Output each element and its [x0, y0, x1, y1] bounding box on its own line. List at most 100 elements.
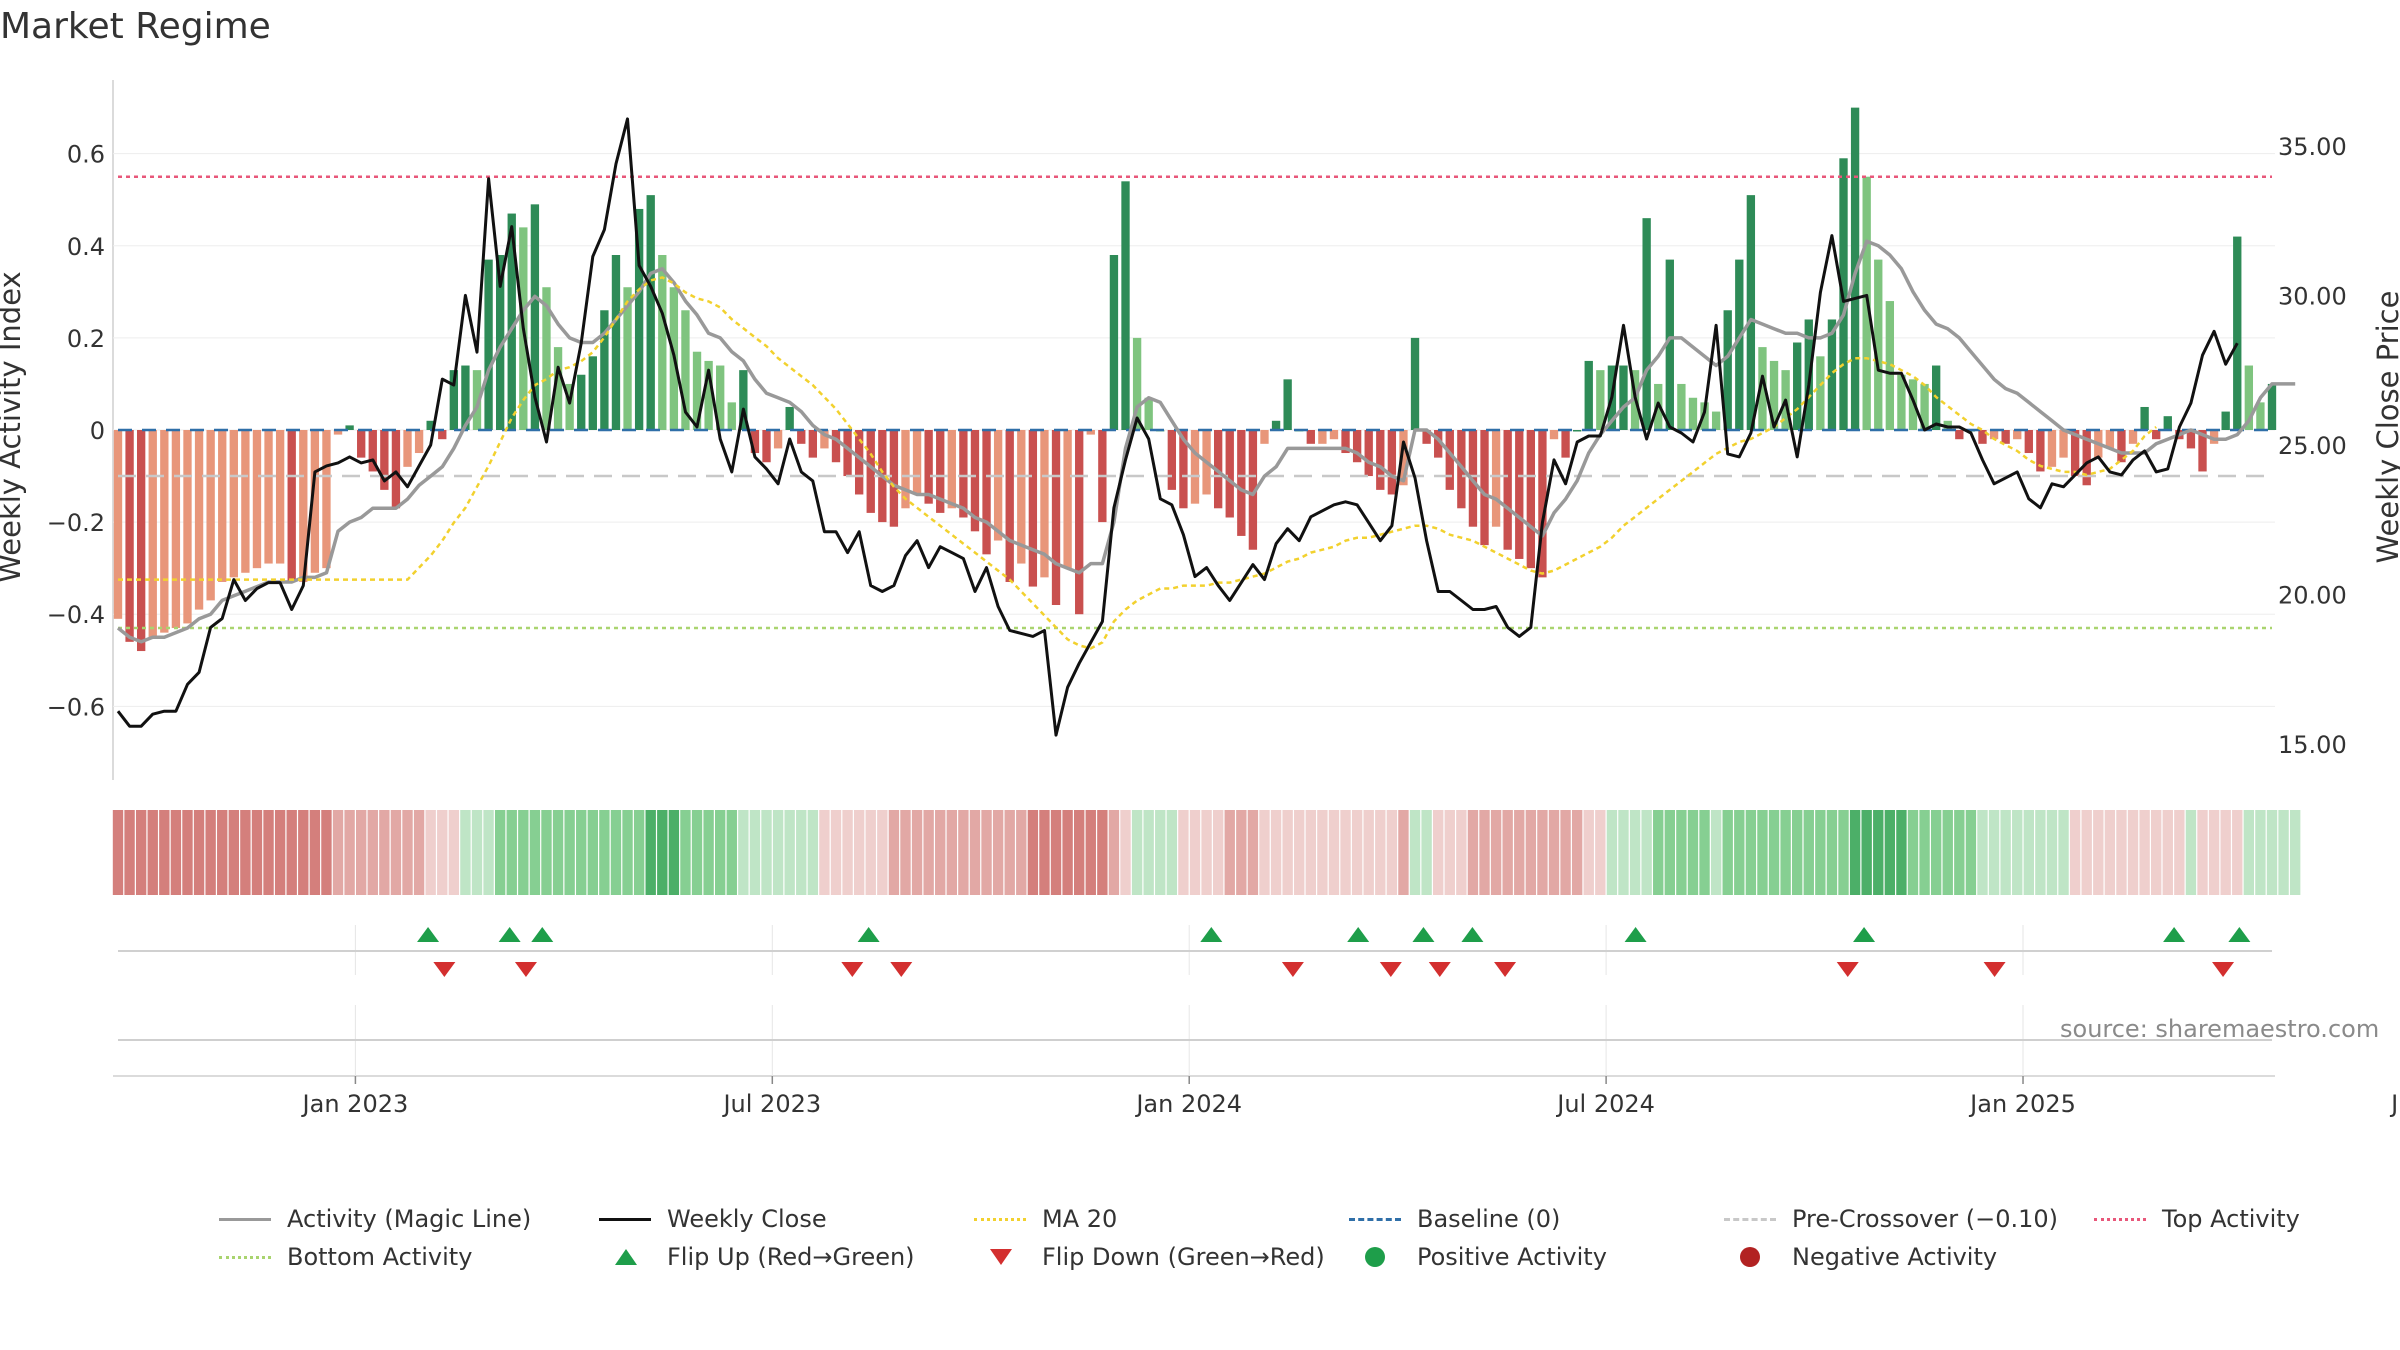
regime-strip-cell: [761, 810, 772, 895]
y-right-tick-label: 30.00: [2278, 282, 2347, 310]
regime-strip-cell: [1224, 810, 1235, 895]
activity-bar: [241, 430, 250, 573]
regime-strip-cell: [1780, 810, 1791, 895]
weekly-close-line: [116, 117, 2239, 737]
activity-bar: [2221, 411, 2230, 430]
flip-up-marker: [1200, 927, 1223, 942]
activity-bar: [206, 430, 215, 601]
activity-bar: [2198, 430, 2207, 472]
activity-bar: [495, 255, 505, 430]
regime-strip-cell: [1433, 810, 1444, 895]
regime-strip-cell: [1131, 810, 1143, 895]
activity-bar: [426, 420, 435, 430]
regime-strip-cell: [1525, 810, 1537, 895]
regime-strip-cell: [1189, 810, 1201, 895]
regime-strip-cell: [1444, 810, 1455, 895]
regime-strip-cell: [1595, 810, 1606, 895]
x-tick-label: Jul 2024: [1555, 1090, 1655, 1118]
activity-bar: [287, 430, 296, 582]
regime-strip-cell: [1977, 810, 1988, 895]
activity-bar: [1352, 430, 1362, 463]
regime-strip-cell: [1143, 810, 1154, 895]
legend-item: Top Activity: [2090, 1205, 2300, 1233]
regime-strip-cell: [1236, 810, 1247, 895]
activity-bar: [1167, 430, 1177, 490]
activity-bar: [1190, 430, 1200, 504]
activity-bar: [785, 406, 794, 430]
activity-bar: [1028, 430, 1038, 587]
x-tick-label: Jul 2025: [2389, 1090, 2400, 1118]
activity-bar: [2152, 430, 2161, 440]
activity-bar: [1642, 218, 1651, 430]
activity-bar: [1341, 430, 1350, 454]
regime-strip-cell: [1861, 810, 1872, 895]
regime-strip-cell: [610, 810, 622, 895]
activity-bar: [2117, 430, 2126, 463]
regime-strip-cell: [1745, 810, 1757, 895]
regime-strip-cell: [2220, 810, 2231, 895]
regime-strip-cell: [2139, 810, 2150, 895]
regime-strip-cell: [390, 810, 402, 895]
activity-bar: [692, 351, 702, 430]
regime-strip-cell: [587, 810, 598, 895]
regime-strip-cell: [2116, 810, 2127, 895]
activity-bar: [970, 430, 980, 532]
regime-strip-cell: [969, 810, 981, 895]
activity-bar: [1584, 360, 1593, 430]
activity-bar: [1503, 430, 1512, 550]
regime-strip-cell: [1490, 810, 1502, 895]
activity-bar: [229, 430, 238, 578]
x-tick-label: Jan 2025: [1968, 1090, 2076, 1118]
legend-item: Positive Activity: [1345, 1243, 1607, 1271]
regime-strip-cell: [1375, 810, 1386, 895]
y-left-tick-label: 0.6: [67, 141, 105, 169]
flip-up-marker: [2163, 927, 2186, 942]
activity-bar: [1793, 342, 1802, 430]
legend-label: Pre-Crossover (−0.10): [1792, 1205, 2059, 1233]
activity-bar: [623, 287, 632, 430]
regime-strip-cell: [633, 810, 645, 895]
regime-strip-cell: [1085, 810, 1096, 895]
activity-bar: [681, 310, 690, 430]
activity-bar: [2244, 365, 2254, 430]
regime-strip-cell: [1421, 810, 1432, 895]
activity-bar: [1410, 337, 1420, 430]
regime-strip-cell: [1548, 810, 1560, 895]
regime-strip-cell: [170, 810, 182, 895]
regime-strip-cell: [1722, 810, 1733, 895]
regime-strip-cell: [413, 810, 425, 895]
activity-bar: [1955, 430, 1964, 440]
regime-strip-cell: [147, 810, 158, 895]
regime-strip-cell: [1016, 810, 1027, 895]
activity-bar: [1596, 370, 1605, 430]
regime-strip-cell: [205, 810, 216, 895]
regime-strip-cell: [900, 810, 911, 895]
activity-bar: [1526, 430, 1536, 569]
regime-strip-cell: [2185, 810, 2197, 895]
regime-strip-cell: [749, 810, 761, 895]
regime-strip-cell: [1514, 810, 1525, 895]
activity-bar: [658, 255, 667, 430]
regime-strip-cell: [483, 810, 494, 895]
y-left-tick-label: −0.6: [47, 693, 105, 721]
activity-bar: [1549, 430, 1559, 440]
regime-strip-cell: [1734, 810, 1745, 895]
regime-strip-cell: [1409, 810, 1421, 895]
regime-strip-cell: [657, 810, 668, 895]
legend-item: Negative Activity: [1720, 1243, 1997, 1271]
activity-bar: [982, 430, 991, 555]
activity-bar: [1677, 383, 1686, 430]
chart-title: Market Regime: [0, 6, 271, 47]
legend-symbol: [970, 1207, 1030, 1231]
activity-bar: [507, 213, 516, 430]
regime-strip-cell: [738, 810, 749, 895]
regime-strip-cell: [888, 810, 900, 895]
flip-down-marker: [1428, 962, 1451, 977]
y-left-tick-label: −0.2: [47, 509, 105, 537]
regime-strip-cell: [1629, 810, 1641, 895]
regime-strip-cell: [1988, 810, 2000, 895]
activity-bar: [2013, 430, 2022, 440]
flip-up-marker: [1624, 927, 1647, 942]
legend-item: Pre-Crossover (−0.10): [1720, 1205, 2058, 1233]
flip-up-marker: [531, 927, 554, 942]
